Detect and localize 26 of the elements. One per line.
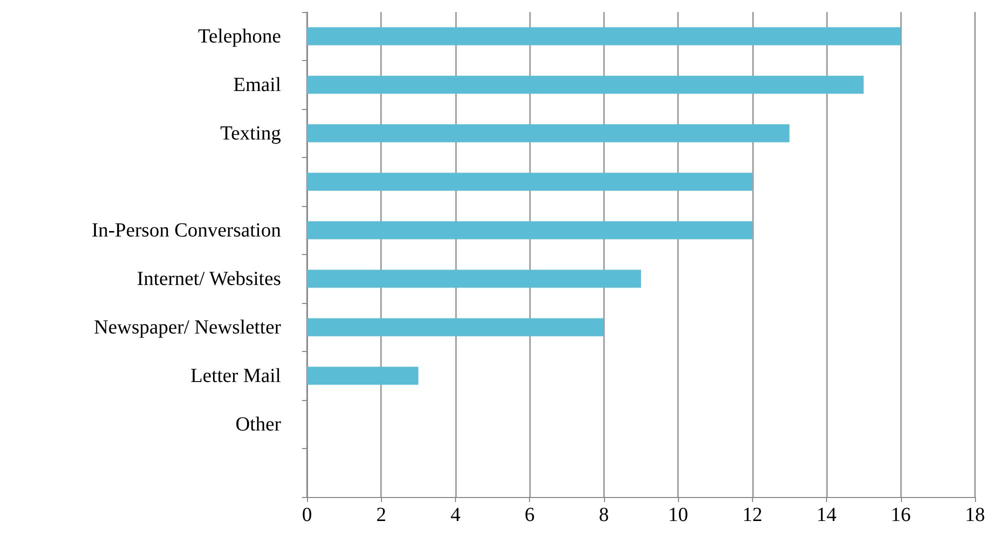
bar: [307, 221, 752, 240]
y-tick-label: Newspaper/ Newsletter: [94, 316, 282, 338]
y-tick-label: Telephone: [198, 25, 282, 48]
y-tick-label: Texting: [220, 122, 281, 144]
x-tick-label: 10: [668, 504, 688, 526]
bar: [307, 124, 790, 142]
y-tick-label: Other: [235, 413, 282, 436]
bar: [307, 76, 864, 94]
bar: [307, 366, 418, 385]
bar: [307, 270, 641, 288]
bar: [307, 172, 752, 191]
x-tick-label: 6: [524, 504, 535, 526]
x-tick-label: 4: [450, 504, 460, 526]
bar: [307, 318, 604, 336]
bar: [307, 27, 901, 46]
x-tick-label: 16: [890, 504, 911, 526]
x-tick-label: 18: [965, 504, 985, 526]
x-tick-label: 8: [598, 504, 609, 526]
x-tick-label: 2: [376, 504, 386, 526]
x-tick-label: 12: [742, 504, 762, 526]
x-tick-label: 0: [302, 504, 312, 526]
y-tick-label: In-Person Conversation: [92, 219, 281, 242]
y-tick-label: Email: [233, 74, 282, 96]
y-tick-label: Letter Mail: [190, 364, 282, 387]
x-tick-label: 14: [816, 504, 837, 526]
y-tick-label: Internet/ Websites: [136, 268, 282, 290]
